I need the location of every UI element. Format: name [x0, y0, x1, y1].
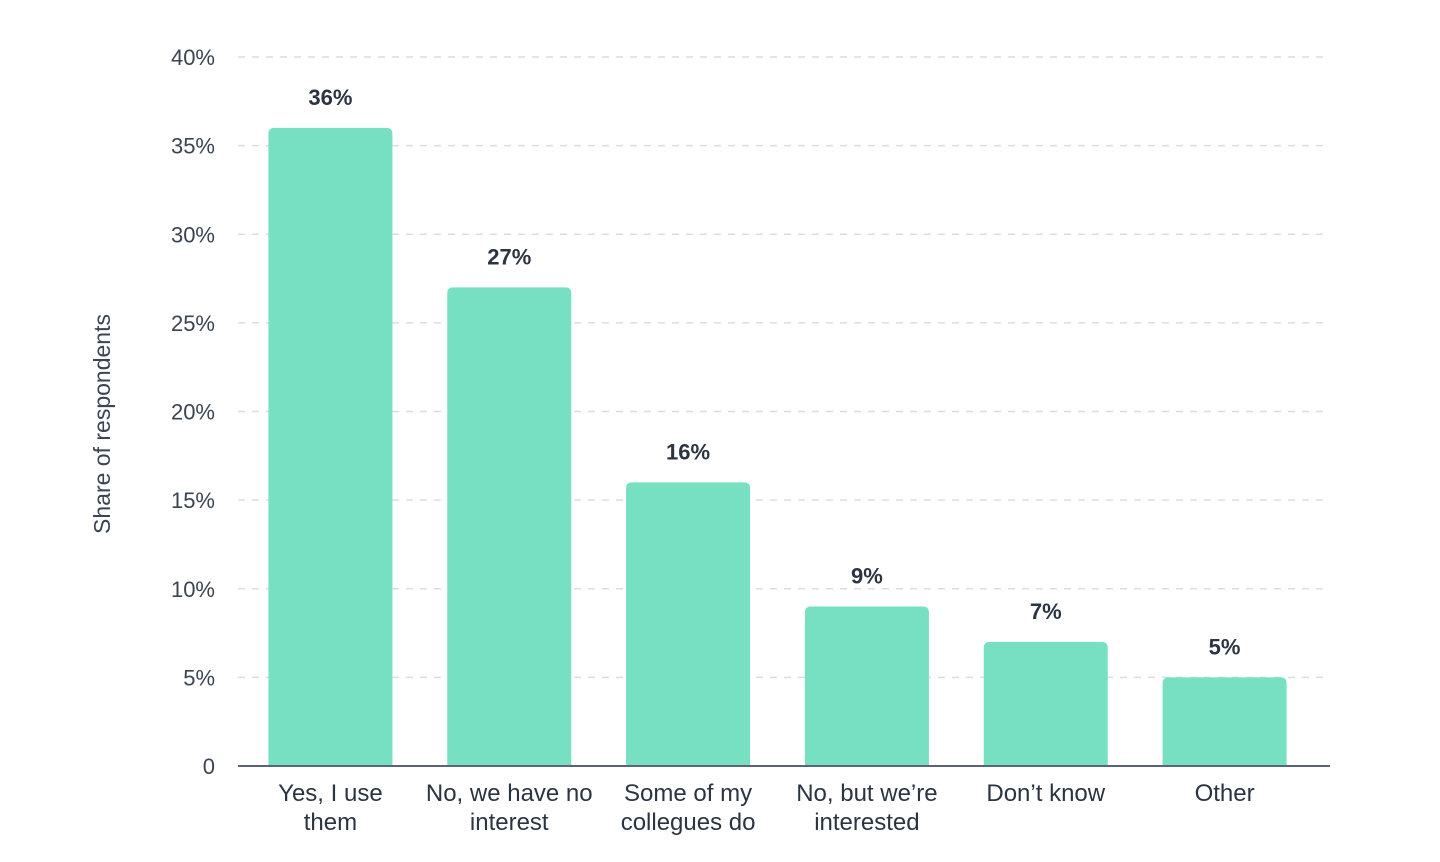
value-label: 9%	[851, 563, 883, 588]
y-tick-label: 30%	[171, 222, 215, 247]
value-label: 7%	[1030, 599, 1062, 624]
bar	[447, 287, 572, 766]
bar	[1162, 677, 1287, 766]
bar	[983, 641, 1108, 766]
y-tick-label: 10%	[171, 577, 215, 602]
y-tick-label: 0	[203, 754, 215, 779]
y-tick-label: 35%	[171, 134, 215, 159]
y-tick-label: 5%	[183, 665, 215, 690]
y-tick-label: 25%	[171, 311, 215, 336]
value-label: 27%	[487, 244, 531, 269]
y-axis-ticks: 0 5% 10% 15% 20% 25% 30% 35% 40%	[171, 45, 215, 779]
x-category-label: No, but we’re interested	[796, 780, 937, 836]
x-category-label: Other	[1195, 780, 1255, 807]
gridlines	[238, 56, 1330, 679]
x-axis-categories: Yes, I use them No, we have no interest Some…	[278, 780, 1254, 836]
bar	[626, 482, 751, 766]
value-labels: 36% 27% 16% 9% 7% 5%	[308, 85, 1240, 659]
value-label: 16%	[666, 439, 710, 464]
x-category-label: No, we have no interest	[426, 780, 593, 836]
bar	[804, 606, 929, 766]
bar	[268, 127, 393, 766]
x-category-label: Don’t know	[986, 780, 1105, 807]
value-label: 36%	[308, 85, 352, 110]
y-tick-label: 15%	[171, 488, 215, 513]
y-tick-label: 20%	[171, 400, 215, 425]
x-category-label: Yes, I use them	[278, 780, 383, 836]
y-axis-title: Share of respondents	[89, 314, 115, 534]
bars	[268, 127, 1287, 766]
value-label: 5%	[1209, 634, 1241, 659]
x-category-label: Some of my collegues do	[621, 780, 756, 836]
y-tick-label: 40%	[171, 45, 215, 70]
